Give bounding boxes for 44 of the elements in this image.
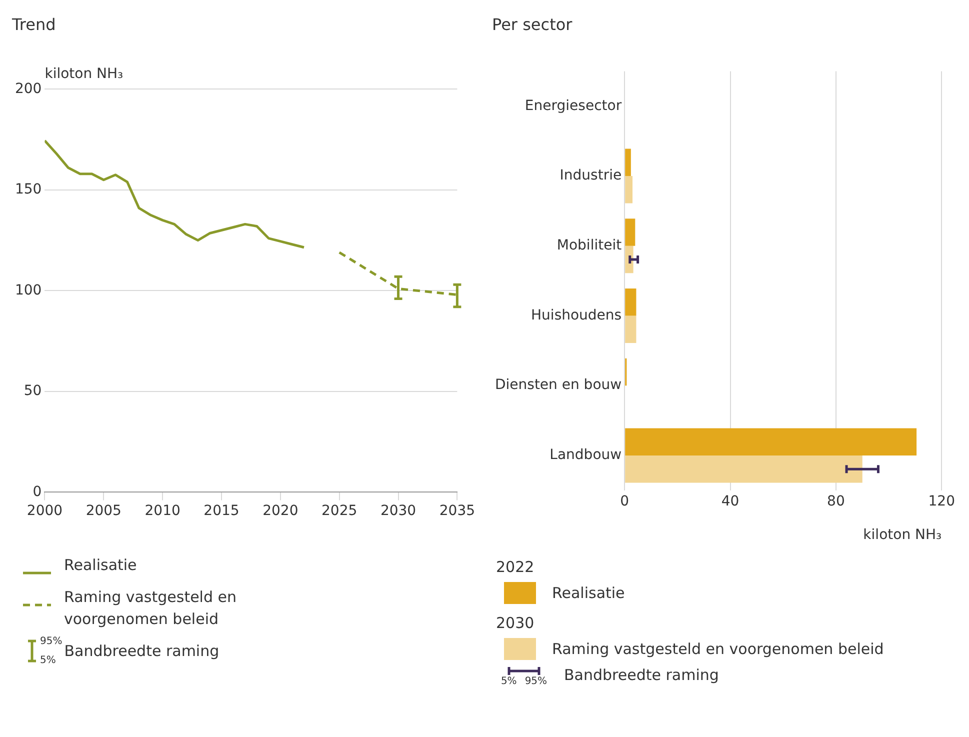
x-tick-label: 2020 bbox=[262, 503, 298, 520]
x-tick-label: 2030 bbox=[380, 503, 416, 520]
legend-label: Realisatie bbox=[552, 584, 625, 602]
chart-title: Per sector bbox=[492, 14, 573, 34]
text: 2030 bbox=[496, 614, 536, 632]
x-tick-label: 2015 bbox=[204, 503, 240, 520]
y-tick-label: Industrie bbox=[560, 168, 622, 184]
text: 5% bbox=[500, 676, 517, 687]
x-tick-label: 2010 bbox=[144, 503, 180, 520]
text: 2022 bbox=[496, 558, 536, 576]
text: 95% bbox=[40, 636, 62, 647]
y-tick-label: Mobiliteit bbox=[556, 238, 622, 254]
x-tick-label: 2035 bbox=[439, 503, 476, 520]
text: 5% bbox=[40, 655, 57, 666]
y-tick-label: 150 bbox=[14, 182, 42, 198]
x-tick-label: 2005 bbox=[86, 503, 122, 520]
bar bbox=[625, 288, 636, 316]
y-tick-label: 200 bbox=[14, 80, 42, 97]
y-tick-label: Energiesector bbox=[524, 98, 622, 114]
bar bbox=[625, 218, 636, 246]
bar bbox=[625, 148, 631, 176]
legend-label: Raming vastgesteld en voorgenomen beleid bbox=[64, 587, 238, 630]
x-tick-label: 2025 bbox=[322, 503, 358, 520]
x-tick-label: 120 bbox=[928, 493, 956, 510]
x-tick-label: 2000 bbox=[26, 503, 63, 520]
x-tick-label: 40 bbox=[721, 493, 740, 510]
legend-label: Raming vastgesteld en voorgenomen beleid bbox=[552, 640, 884, 658]
text: 95% bbox=[524, 676, 548, 687]
x-axis-title: kiloton NH₃ bbox=[863, 527, 942, 544]
text: Bandbreedte raming bbox=[564, 666, 719, 684]
y-axis-title: kiloton NH₃ bbox=[44, 66, 124, 82]
y-tick-label: 50 bbox=[24, 383, 42, 400]
y-tick-label: 100 bbox=[14, 282, 42, 298]
y-tick-label: Huishoudens bbox=[531, 307, 622, 324]
chart-title: Trend bbox=[11, 14, 56, 34]
legend-label: Realisatie bbox=[64, 555, 138, 576]
bar bbox=[625, 316, 636, 343]
bar bbox=[625, 455, 862, 483]
y-tick-label: Diensten en bouw bbox=[494, 377, 622, 394]
bar bbox=[625, 428, 917, 456]
y-tick-label: Landbouw bbox=[550, 447, 622, 464]
text: Bandbreedte raming bbox=[64, 642, 220, 660]
x-tick-label: 80 bbox=[827, 493, 845, 510]
bar bbox=[625, 176, 633, 204]
